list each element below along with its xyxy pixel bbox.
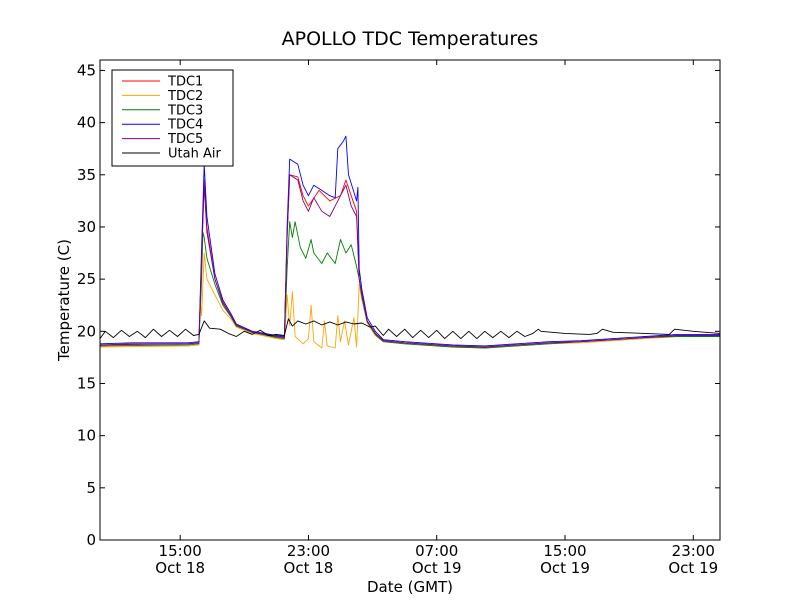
y-tick-label: 15	[77, 374, 96, 392]
y-tick-label: 10	[77, 427, 96, 445]
x-tick-date-label: Oct 18	[155, 559, 205, 577]
plot-frame	[99, 59, 721, 541]
series-lines	[99, 135, 721, 349]
x-tick-date-label: Oct 19	[540, 559, 590, 577]
x-tick-date-label: Oct 19	[668, 559, 718, 577]
y-axis-label: Temperature (C)	[55, 239, 73, 362]
legend-label: TDC3	[167, 103, 203, 118]
y-tick-label: 20	[77, 322, 96, 340]
x-tick-time-label: 23:00	[287, 542, 330, 560]
x-tick-time-label: 07:00	[415, 542, 458, 560]
legend-label: Utah Air	[168, 147, 221, 162]
series-line-tdc5	[99, 174, 720, 348]
legend-label: TDC5	[167, 132, 203, 147]
x-tick-time-label: 23:00	[672, 542, 715, 560]
y-tick-label: 25	[77, 270, 96, 288]
legend-box	[111, 69, 234, 167]
y-tick-label: 35	[77, 166, 96, 184]
series-line-utah-air	[99, 318, 721, 340]
x-tick-date-label: Oct 18	[284, 559, 334, 577]
y-tick-label: 5	[86, 479, 96, 497]
legend-label: TDC4	[167, 118, 203, 133]
x-tick-date-label: Oct 19	[412, 559, 462, 577]
x-tick-time-label: 15:00	[159, 542, 202, 560]
x-tick-time-label: 15:00	[543, 542, 586, 560]
x-axis-label: Date (GMT)	[367, 578, 453, 596]
y-tick-label: 40	[77, 114, 96, 132]
series-line-tdc3	[99, 221, 720, 349]
y-tick-label: 0	[86, 531, 96, 549]
legend-label: TDC1	[167, 75, 203, 90]
series-line-tdc4	[99, 135, 720, 347]
y-tick-label: 30	[77, 218, 96, 236]
y-tick-label: 45	[77, 61, 96, 79]
legend-label: TDC2	[167, 89, 203, 104]
chart-title: APOLLO TDC Temperatures	[282, 28, 539, 50]
